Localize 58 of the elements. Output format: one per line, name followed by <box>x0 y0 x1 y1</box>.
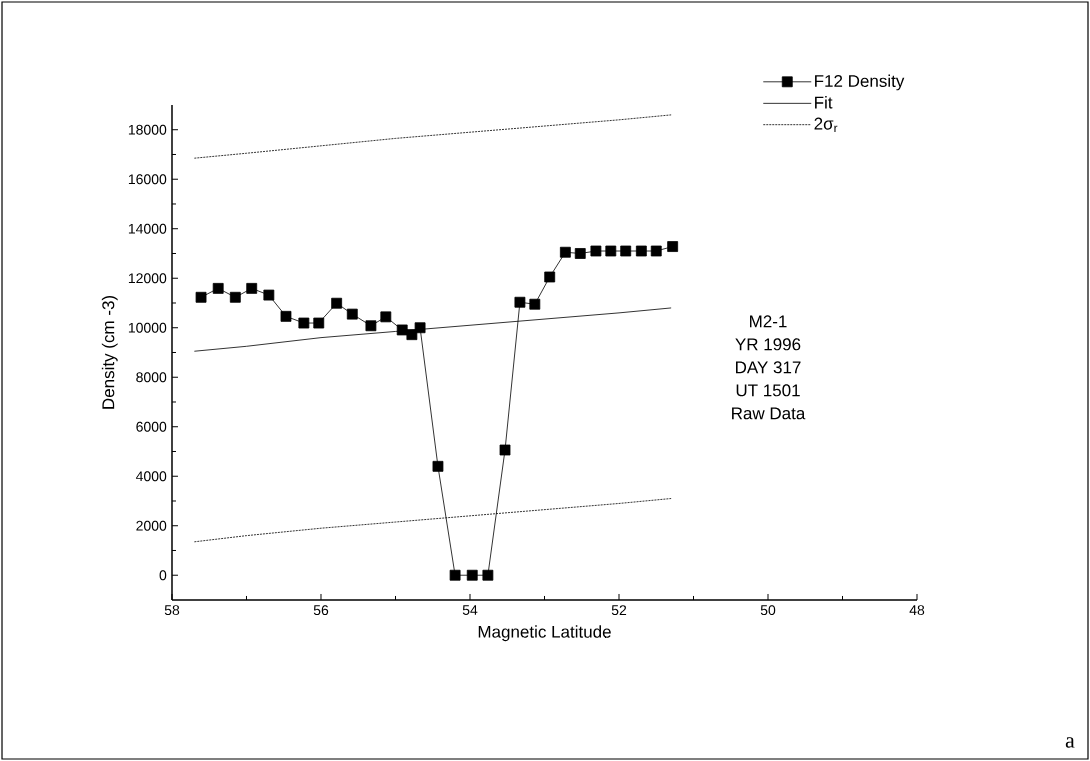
x-tick-label: 54 <box>462 605 478 615</box>
legend-label: Fit <box>815 96 833 109</box>
y-tick-label: 2000 <box>136 520 167 531</box>
x-tick-label: 58 <box>164 605 180 616</box>
point <box>590 245 602 257</box>
point <box>229 291 241 303</box>
point <box>346 308 358 320</box>
x-axis-title: Magnetic Latitude <box>478 625 611 642</box>
y-tick-label: 6000 <box>136 421 167 432</box>
annotation: UT 1501 <box>736 384 800 397</box>
annotation: M2-1 <box>750 315 787 328</box>
point <box>559 246 571 258</box>
y-tick-label: 8000 <box>136 372 167 383</box>
point <box>263 289 275 301</box>
y-tick-label: 12000 <box>128 273 167 284</box>
y-tick-label: 4000 <box>135 471 167 482</box>
point <box>331 297 343 309</box>
point <box>298 317 310 329</box>
y-tick-label: 14000 <box>128 223 167 234</box>
x-tick-label: 52 <box>611 605 627 616</box>
x-tick-label: 56 <box>313 605 329 616</box>
annotation: Raw Data <box>732 407 806 420</box>
point <box>482 569 494 581</box>
point <box>380 311 392 323</box>
legend-label: F12 Density <box>815 74 905 91</box>
point <box>313 317 325 329</box>
point <box>514 296 526 308</box>
y-tick-label: 10000 <box>128 322 167 333</box>
point <box>635 245 647 257</box>
point <box>499 444 511 456</box>
point <box>466 569 478 581</box>
y-tick-label: 16000 <box>128 174 167 185</box>
annotation: YR 1996 <box>735 338 801 351</box>
y-tick-label: 18000 <box>128 124 167 135</box>
text: a <box>1065 737 1075 748</box>
point <box>414 322 426 334</box>
point <box>195 291 207 303</box>
point <box>365 320 377 332</box>
point <box>449 569 461 581</box>
point <box>212 282 224 294</box>
point <box>406 329 418 341</box>
point <box>544 271 556 283</box>
point <box>620 245 632 257</box>
legend-label: 2σ$_{r}$ <box>814 117 838 133</box>
point <box>432 460 444 472</box>
point <box>605 245 617 257</box>
point <box>574 248 586 259</box>
annotation: DAY 317 <box>736 361 801 374</box>
point <box>396 324 408 336</box>
y-axis-title: Density (cm -3) <box>101 295 118 409</box>
point <box>667 241 679 252</box>
point <box>529 298 541 310</box>
x-tick-label: 48 <box>909 605 925 616</box>
point <box>650 245 662 257</box>
point <box>246 282 258 294</box>
x-tick-label: 50 <box>760 605 776 616</box>
point <box>280 310 292 322</box>
y-tick-label: 0 <box>159 570 167 581</box>
